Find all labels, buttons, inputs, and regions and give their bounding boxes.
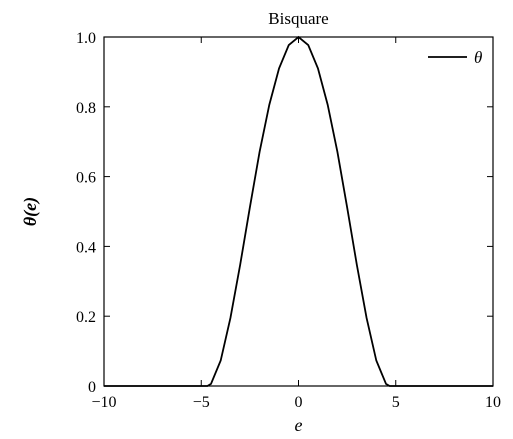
legend: θ — [428, 48, 482, 67]
x-tick-label: −10 — [91, 394, 116, 411]
x-tick-label: −5 — [193, 394, 210, 411]
y-tick-label: 0.2 — [76, 309, 96, 326]
y-tick-label: 0.4 — [76, 239, 96, 256]
y-tick-label: 0.8 — [76, 100, 96, 117]
y-tick-label: 0 — [88, 379, 96, 396]
legend-label-theta: θ — [474, 48, 482, 67]
plot-frame — [103, 36, 494, 387]
y-tick-label: 1.0 — [76, 30, 96, 47]
series-line-theta — [104, 35, 493, 387]
x-tick-label: 10 — [485, 394, 501, 411]
chart-title: Bisquare — [268, 9, 328, 28]
tick-marks — [103, 36, 494, 387]
tick-labels: −10 −5 0 5 10 0 0.2 0.4 0.6 0.8 1.0 — [76, 30, 501, 411]
y-axis-label: θ(e) — [20, 197, 41, 226]
x-tick-label: 0 — [295, 394, 303, 411]
y-tick-label: 0.6 — [76, 170, 96, 187]
x-tick-label: 5 — [392, 394, 400, 411]
x-axis-label: e — [295, 415, 303, 435]
